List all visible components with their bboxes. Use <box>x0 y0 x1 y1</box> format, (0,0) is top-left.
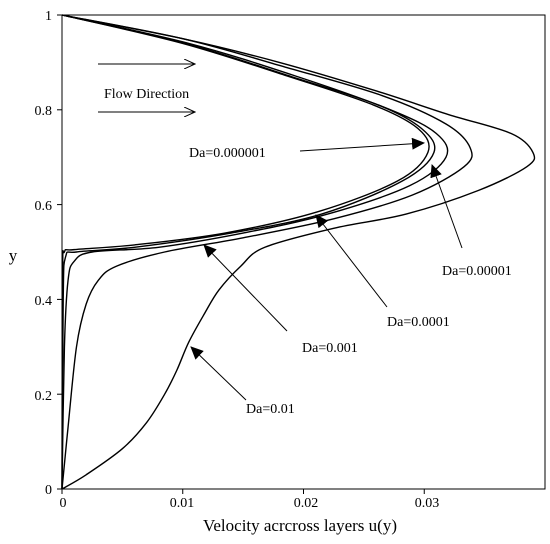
y-tick-label: 1 <box>45 9 52 24</box>
annotation-arrow-da-000001 <box>299 137 425 152</box>
y-tick-label: 0.6 <box>35 199 53 214</box>
annotation-da-000001: Da=0.000001 <box>189 146 266 161</box>
annotation-arrow-da-001 <box>203 244 288 332</box>
annotation-da-001: Da=0.001 <box>302 341 358 356</box>
annotation-arrow-da-01 <box>190 346 247 401</box>
annotation-da-01: Da=0.01 <box>246 402 295 417</box>
y-axis-title: y <box>9 246 18 265</box>
y-tick-label: 0.4 <box>35 294 53 309</box>
series-line-3 <box>61 14 436 490</box>
flow-direction-label: Flow Direction <box>104 87 189 102</box>
series-line-0 <box>61 14 536 490</box>
x-tick-label: 0 <box>60 496 67 511</box>
x-tick-label: 0.02 <box>294 496 319 511</box>
axis-ticks <box>57 14 425 494</box>
y-tick-label: 0.8 <box>35 104 53 119</box>
annotation-arrow-da-0001 <box>315 214 388 308</box>
y-tick-label: 0 <box>45 483 52 498</box>
series-line-4 <box>61 14 430 490</box>
annotation-arrow-da-00001 <box>430 164 463 249</box>
x-tick-label: 0.03 <box>415 496 440 511</box>
series-line-1 <box>61 14 473 490</box>
curves <box>61 14 536 490</box>
x-axis-title: Velocity acrcross layers u(y) <box>203 516 397 535</box>
y-tick-label: 0.2 <box>35 389 53 404</box>
series-line-2 <box>61 14 449 490</box>
x-tick-label: 0.01 <box>170 496 195 511</box>
annotation-da-00001: Da=0.00001 <box>442 264 512 279</box>
annotation-da-0001: Da=0.0001 <box>387 315 450 330</box>
